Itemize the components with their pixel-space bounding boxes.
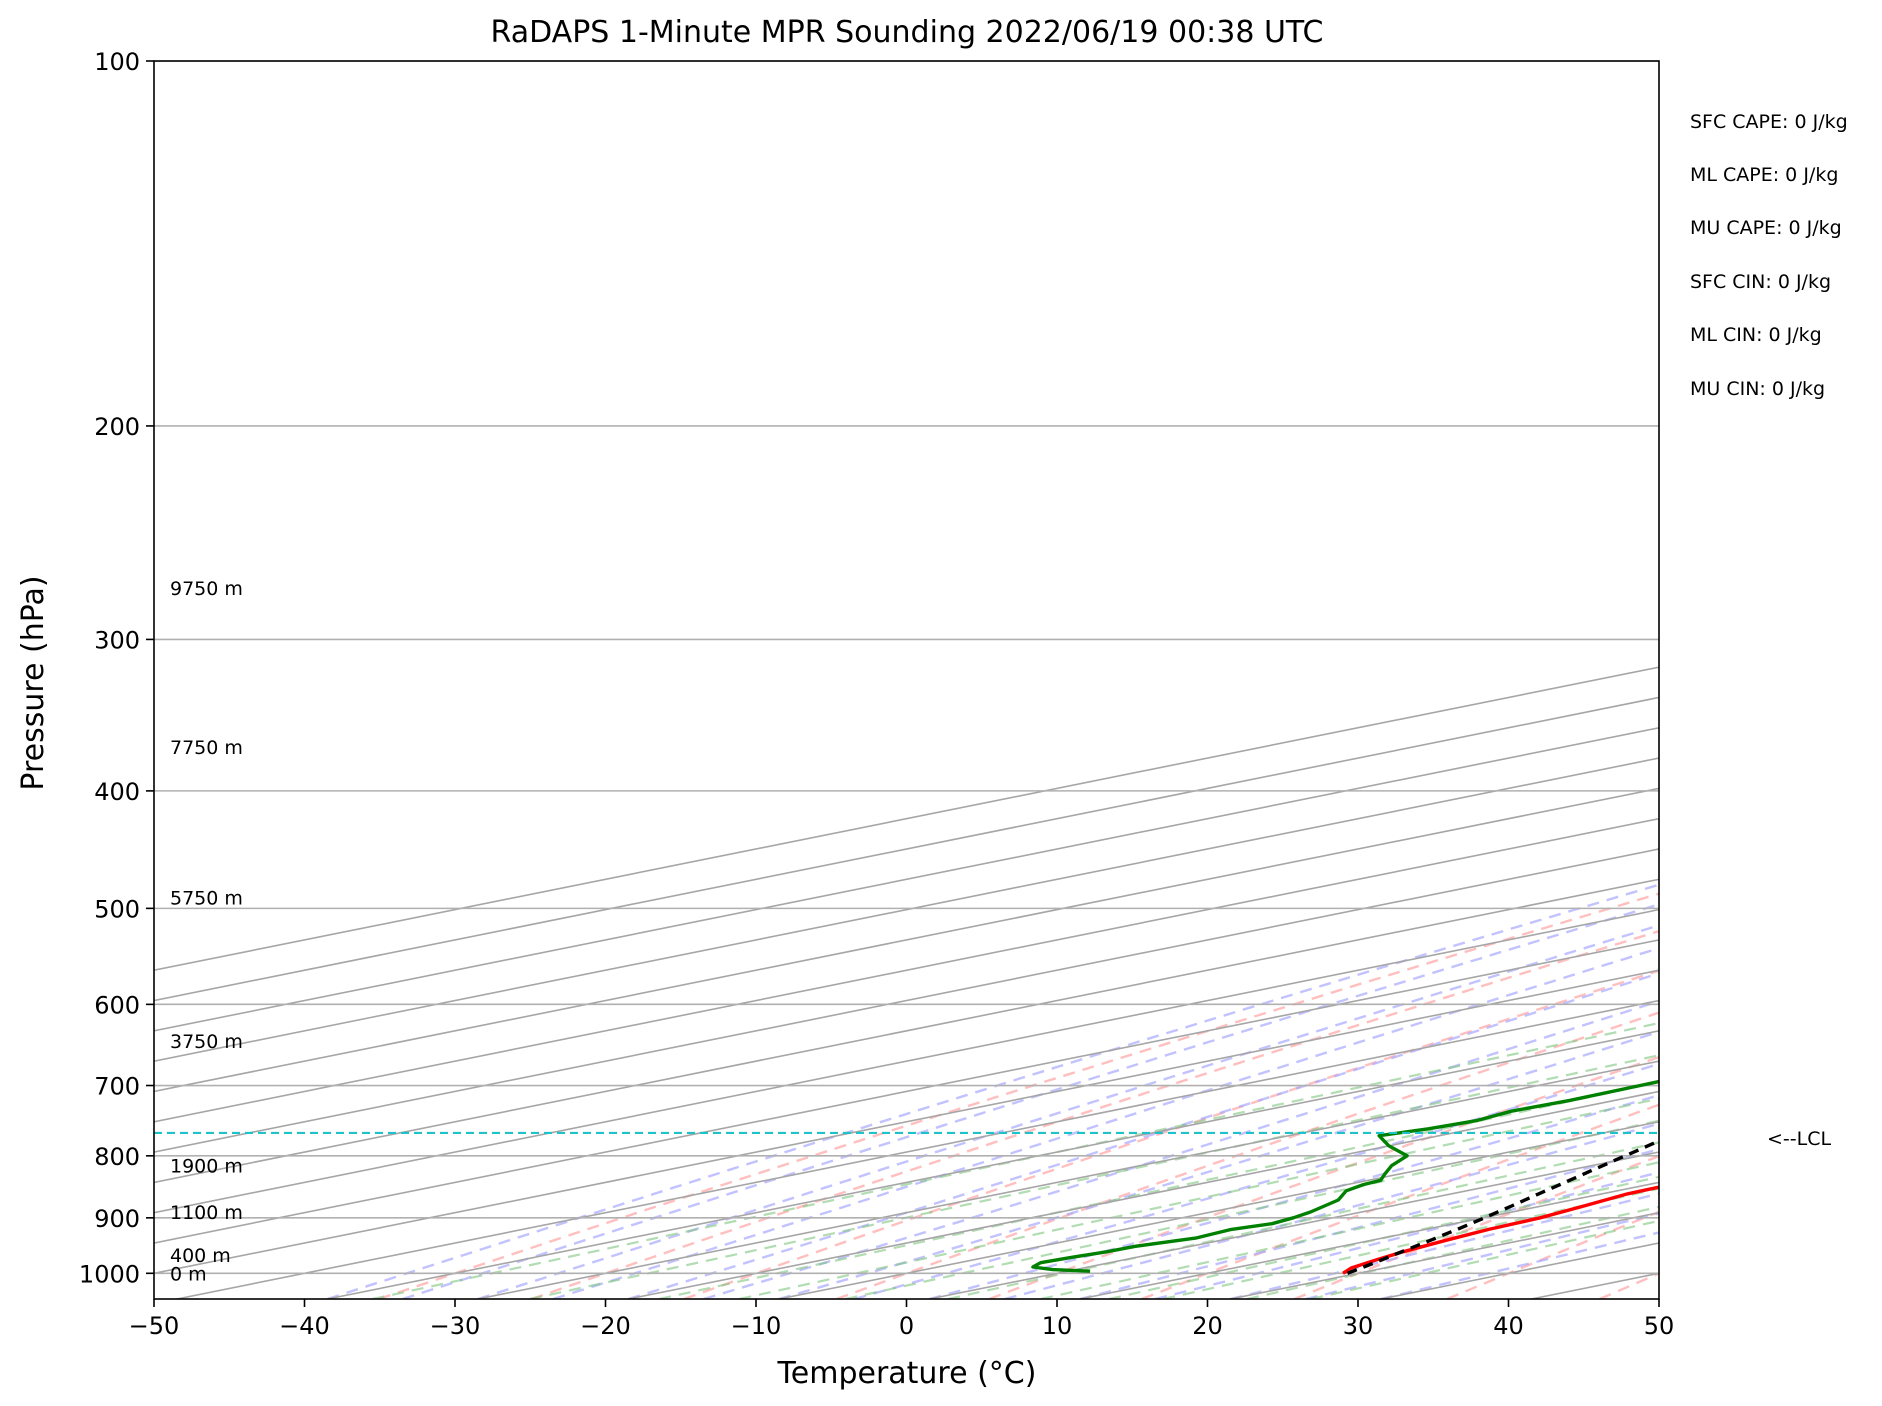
mixing-ratio-line	[1040, 1161, 1659, 1299]
sfc-cape-text: SFC CAPE: 0 J/kg	[1690, 111, 1848, 133]
chart-title: RaDAPS 1-Minute MPR Sounding 2022/06/19 …	[491, 15, 1324, 50]
dry-adiabat	[836, 1011, 1659, 1299]
dry-adiabat	[1752, 61, 1882, 1299]
height-label: 0 m	[170, 1263, 207, 1285]
moist-adiabat	[1154, 1171, 1659, 1299]
y-tick-label: 300	[94, 626, 140, 654]
y-tick-label: 1000	[79, 1260, 140, 1288]
parcel-profile	[1346, 1139, 1659, 1275]
isotherm-line	[176, 999, 1659, 1299]
height-label: 1900 m	[170, 1156, 243, 1178]
mixing-ratio-line	[739, 1097, 1659, 1299]
x-tick-label: −50	[129, 1312, 180, 1340]
dry-adiabat	[1446, 1210, 1659, 1299]
x-tick-label: −20	[580, 1312, 631, 1340]
moist-adiabat	[628, 972, 1659, 1299]
height-label: 1100 m	[170, 1202, 243, 1224]
y-tick-label: 500	[94, 895, 140, 923]
dry-adiabat	[378, 892, 1659, 1299]
moist-adiabat	[1380, 1231, 1659, 1299]
isotherm-line	[1531, 1272, 1659, 1299]
isotherm-line	[477, 1060, 1659, 1299]
x-tick-label: 20	[1192, 1312, 1223, 1340]
isotherm-line	[154, 908, 1659, 1214]
mixing-ratio-line	[1163, 1187, 1659, 1299]
isotherm-line	[778, 1120, 1659, 1299]
sfc-cin-text: SFC CIN: 0 J/kg	[1690, 271, 1832, 293]
isotherm-line	[1682, 61, 1882, 1299]
isotherm-line	[154, 848, 1659, 1153]
mixing-ratio-line	[1108, 1175, 1659, 1299]
mixing-ratio-line	[1246, 1205, 1659, 1299]
isotherm-line	[929, 1151, 1659, 1299]
y-tick-label: 800	[94, 1143, 140, 1171]
y-axis-label: Pressure (hPa)	[16, 575, 51, 790]
isotherm-line	[154, 666, 1659, 972]
x-tick-label: −10	[731, 1312, 782, 1340]
x-tick-label: −30	[430, 1312, 481, 1340]
mu-cape-text: MU CAPE: 0 J/kg	[1690, 217, 1842, 239]
moist-adiabat	[477, 924, 1659, 1299]
height-label: 400 m	[170, 1245, 231, 1267]
moist-adiabat	[552, 946, 1659, 1299]
isotherm-line	[154, 787, 1659, 1093]
isotherm-line	[154, 969, 1659, 1275]
dry-adiabat	[988, 1055, 1659, 1299]
ml-cin-text: ML CIN: 0 J/kg	[1690, 324, 1822, 346]
isotherm-line	[628, 1090, 1659, 1299]
moist-adiabat	[327, 883, 1659, 1299]
moist-adiabat	[703, 999, 1659, 1299]
isotherm-line	[154, 696, 1659, 1002]
mixing-ratio-line	[845, 1119, 1659, 1299]
moist-adiabat	[1230, 1192, 1659, 1299]
temperature-profile	[1342, 1185, 1659, 1275]
dewpoint-profile	[1031, 1079, 1659, 1273]
isotherm-line	[154, 757, 1659, 1062]
lcl-label: <--LCL	[1767, 1128, 1832, 1150]
x-tick-label: 10	[1042, 1312, 1073, 1340]
moist-adiabat	[929, 1093, 1659, 1299]
x-tick-label: 30	[1343, 1312, 1374, 1340]
x-tick-label: 40	[1493, 1312, 1524, 1340]
isotherm-line	[154, 878, 1659, 1184]
mixing-ratio-line	[658, 1080, 1659, 1299]
isotherm-line	[327, 1030, 1659, 1299]
isotherm-line	[154, 726, 1659, 1032]
x-tick-label: 0	[899, 1312, 914, 1340]
moist-adiabat	[1079, 1148, 1659, 1299]
moist-adiabat	[853, 1062, 1659, 1299]
y-tick-label: 600	[94, 991, 140, 1019]
x-tick-label: −40	[279, 1312, 330, 1340]
y-tick-label: 100	[94, 48, 140, 76]
isotherm-line	[1079, 1181, 1659, 1299]
ml-cape-text: ML CAPE: 0 J/kg	[1690, 164, 1839, 186]
isotherm-line	[1230, 1211, 1659, 1299]
height-label: 5750 m	[170, 888, 243, 910]
isotherm-line	[154, 817, 1659, 1123]
dry-adiabat	[1599, 1272, 1659, 1299]
x-tick-label: 50	[1644, 1312, 1675, 1340]
mixing-ratio-line	[1310, 1219, 1659, 1299]
isotherm-line	[1380, 1242, 1659, 1299]
y-tick-label: 200	[94, 413, 140, 441]
dry-adiabat	[531, 929, 1659, 1299]
height-label: 9750 m	[170, 578, 243, 600]
y-tick-label: 700	[94, 1073, 140, 1101]
isotherm-line	[154, 939, 1659, 1244]
height-label: 3750 m	[170, 1031, 243, 1053]
x-axis-label: Temperature (°C)	[777, 1356, 1037, 1391]
height-label: 7750 m	[170, 737, 243, 759]
y-tick-label: 900	[94, 1205, 140, 1233]
moist-adiabat	[778, 1030, 1659, 1299]
mu-cin-text: MU CIN: 0 J/kg	[1690, 378, 1826, 400]
dry-adiabat	[683, 969, 1659, 1299]
moist-adiabat	[402, 903, 1659, 1299]
y-tick-label: 400	[94, 778, 140, 806]
